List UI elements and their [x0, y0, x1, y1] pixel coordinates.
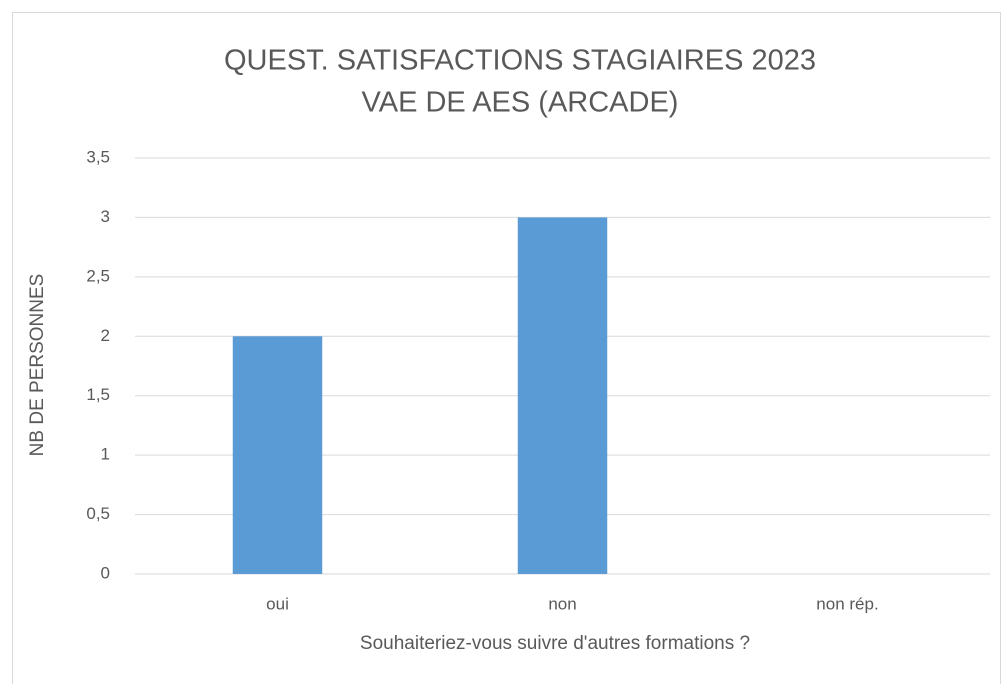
bar	[232, 336, 323, 574]
x-tick-label: non rép.	[816, 594, 878, 613]
y-tick-label: 2	[101, 326, 110, 345]
y-tick-label: 3	[101, 207, 110, 226]
y-tick-label: 1,5	[86, 385, 110, 404]
x-tick-label: oui	[266, 594, 289, 613]
bar	[517, 217, 608, 574]
x-axis-label: Souhaiteriez-vous suivre d'autres format…	[360, 633, 750, 654]
y-tick-label: 0,5	[86, 504, 110, 523]
y-tick-label: 0	[101, 563, 110, 582]
chart-title: QUEST. SATISFACTIONS STAGIAIRES 2023	[224, 45, 816, 77]
y-tick-label: 1	[101, 445, 110, 464]
chart-title: VAE DE AES (ARCADE)	[362, 87, 679, 119]
x-tick-label: non	[548, 594, 576, 613]
y-axis-label: NB DE PERSONNES	[27, 274, 48, 457]
y-tick-label: 2,5	[86, 266, 110, 285]
chart-frame	[12, 12, 1001, 684]
y-tick-label: 3,5	[86, 147, 110, 166]
